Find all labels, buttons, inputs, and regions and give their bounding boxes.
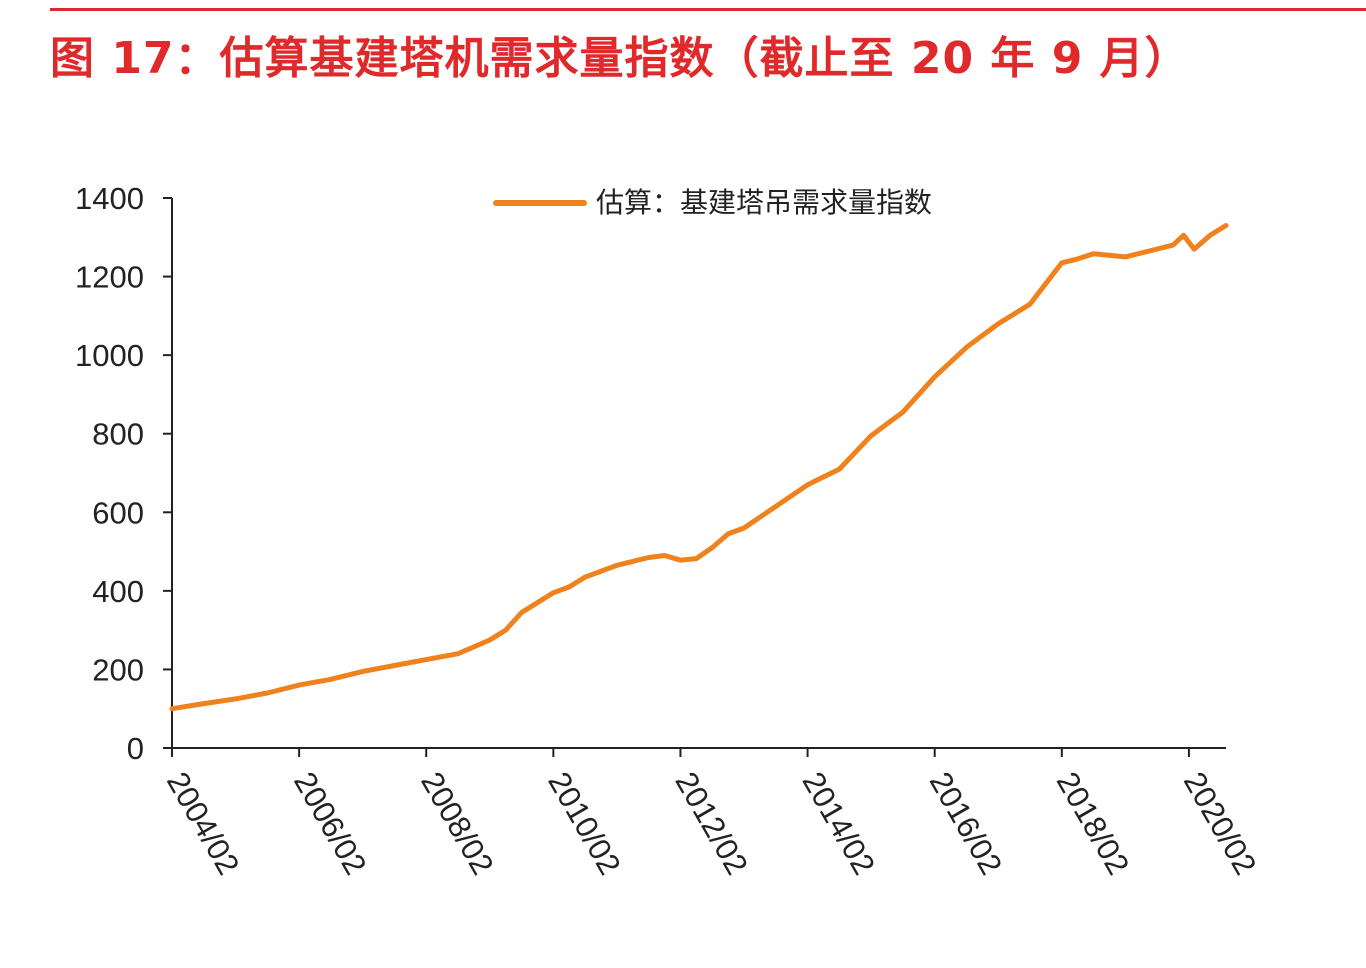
x-tick-label: 2018/02 xyxy=(1050,766,1136,881)
x-tick-label: 2004/02 xyxy=(160,766,246,881)
x-tick-label: 2006/02 xyxy=(287,766,373,881)
figure-title: 图 17：估算基建塔机需求量指数（截止至 20 年 9 月） xyxy=(50,33,1190,84)
x-tick-label: 2016/02 xyxy=(923,766,1009,881)
y-tick-label: 1200 xyxy=(75,260,144,295)
y-tick-label: 1400 xyxy=(75,181,144,216)
legend-label: 估算：基建塔吊需求量指数 xyxy=(596,186,932,219)
x-tick-label: 2012/02 xyxy=(668,766,754,881)
series-line-0 xyxy=(169,223,1229,712)
x-tick-label: 2010/02 xyxy=(541,766,627,881)
series-layer xyxy=(169,223,1229,712)
x-tick-label: 2020/02 xyxy=(1177,766,1263,881)
x-axis: 2004/02 2006/02 2008/02 2010/02 2012/02 2014/… xyxy=(160,747,1263,881)
y-tick-label: 1000 xyxy=(75,338,144,373)
x-tick-label: 2008/02 xyxy=(414,766,500,881)
y-tick-label: 400 xyxy=(92,574,144,609)
x-tick-label: 2014/02 xyxy=(796,766,882,881)
y-tick-label: 0 xyxy=(127,731,144,766)
y-tick-label: 600 xyxy=(92,495,144,530)
top-rule xyxy=(50,8,1366,11)
y-axis: 0 200 400 600 800 1000 1200 1400 xyxy=(75,181,173,766)
legend: 估算：基建塔吊需求量指数 xyxy=(493,186,932,219)
y-tick-label: 800 xyxy=(92,417,144,452)
y-tick-label: 200 xyxy=(92,652,144,687)
